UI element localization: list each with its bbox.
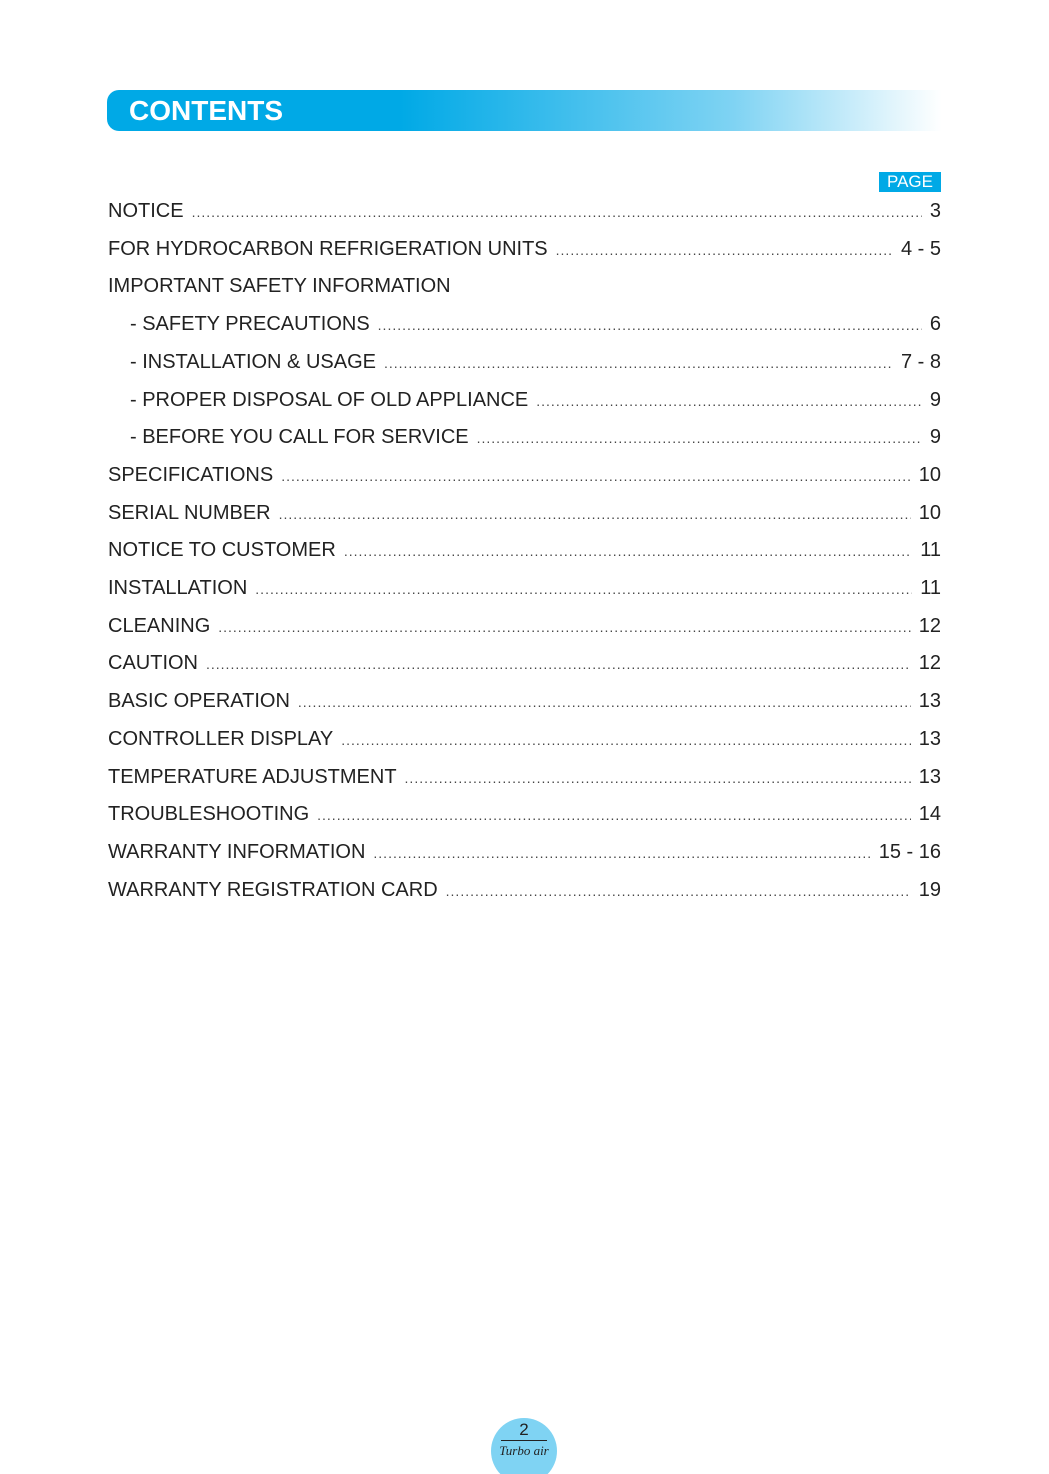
toc-entry: NOTICE 3 [108,200,941,226]
entry-page: 13 [918,690,941,713]
entry-page: 13 [918,765,941,788]
footer: 2 Turbo air [491,1418,557,1474]
leader-dots [556,242,893,258]
entry-title: IMPORTANT SAFETY INFORMATION [108,275,451,298]
entry-title: TROUBLESHOOTING [108,803,310,826]
toc-entry: CLEANING 12 [108,615,941,641]
toc-entry: - BEFORE YOU CALL FOR SERVICE 9 [130,426,941,452]
entry-title: SPECIFICATIONS [108,463,274,486]
entry-page: 19 [918,878,941,901]
toc-entry: TROUBLESHOOTING 14 [108,803,941,829]
entry-title: BASIC OPERATION [108,690,290,713]
toc-entry: CAUTION 12 [108,652,941,678]
entry-page: 9 [929,426,941,449]
toc-entry: INSTALLATION 11 [108,577,941,603]
entry-page: 15 - 16 [878,840,941,863]
entry-title: CLEANING [108,614,211,637]
entry-page: 6 [929,313,941,336]
entry-title: - PROPER DISPOSAL OF OLD APPLIANCE [130,388,529,411]
entry-title: - SAFETY PRECAUTIONS [130,313,370,336]
toc-entry: SPECIFICATIONS 10 [108,464,941,490]
entry-page: 14 [918,803,941,826]
title-banner: CONTENTS [107,90,942,131]
entry-page: 4 - 5 [900,237,941,260]
entry-title: CAUTION [108,652,198,675]
toc-entry: BASIC OPERATION 13 [108,690,941,716]
leader-dots [477,430,922,446]
leader-dots [298,694,911,710]
entry-page: 13 [918,727,941,750]
entry-page: 9 [929,388,941,411]
entry-page: 3 [929,200,941,222]
toc-entry: - PROPER DISPOSAL OF OLD APPLIANCE 9 [130,389,941,415]
entry-page: 10 [918,463,941,486]
toc-entry: - INSTALLATION & USAGE 7 - 8 [130,351,941,377]
leader-dots [255,581,912,597]
leader-dots [317,807,911,823]
entry-title: NOTICE TO CUSTOMER [108,539,336,562]
entry-title: - BEFORE YOU CALL FOR SERVICE [130,426,469,449]
brand: Turbo air [499,1443,549,1458]
entry-title: - INSTALLATION & USAGE [130,350,376,373]
toc-entry: CONTROLLER DISPLAY 13 [108,728,941,754]
entry-page: 11 [920,539,941,562]
leader-dots [405,770,911,786]
leader-dots [281,468,911,484]
entry-title: WARRANTY INFORMATION [108,840,366,863]
page-number: 2 [519,1420,529,1439]
leader-dots [536,393,922,409]
leader-dots [446,883,911,899]
entry-title: SERIAL NUMBER [108,501,271,524]
entry-title: FOR HYDROCARBON REFRIGERATION UNITS [108,237,548,260]
leader-dots [384,355,893,371]
toc-entry: IMPORTANT SAFETY INFORMATION [108,275,941,301]
toc-entry: FOR HYDROCARBON REFRIGERATION UNITS 4 - 5 [108,238,941,264]
entry-title: NOTICE [108,200,184,222]
entry-page: 11 [920,577,941,599]
entry-title: TEMPERATURE ADJUSTMENT [108,765,397,788]
leader-dots [192,204,922,220]
toc-entry: NOTICE TO CUSTOMER 11 [108,539,941,565]
entry-title: INSTALLATION [108,577,248,599]
toc-entry: WARRANTY REGISTRATION CARD 19 [108,879,941,905]
entry-page: 10 [918,501,941,524]
toc-entry: TEMPERATURE ADJUSTMENT 13 [108,766,941,792]
entry-title: CONTROLLER DISPLAY [108,727,334,750]
leader-dots [344,543,912,559]
footer-rule [501,1440,547,1441]
toc-entry: - SAFETY PRECAUTIONS 6 [130,313,941,339]
leader-dots [378,317,922,333]
leader-dots [373,845,870,861]
leader-dots [341,732,911,748]
title: CONTENTS [129,95,283,126]
page-label: PAGE [879,172,941,192]
leader-dots [218,619,911,635]
entry-page: 12 [918,652,941,675]
entry-title: WARRANTY REGISTRATION CARD [108,878,438,901]
leader-dots [206,656,911,672]
leader-dots [279,506,911,522]
entry-page: 7 - 8 [900,350,941,373]
entry-page: 12 [918,614,941,637]
toc-entry: WARRANTY INFORMATION 15 - 16 [108,841,941,867]
toc-entry: SERIAL NUMBER 10 [108,502,941,528]
